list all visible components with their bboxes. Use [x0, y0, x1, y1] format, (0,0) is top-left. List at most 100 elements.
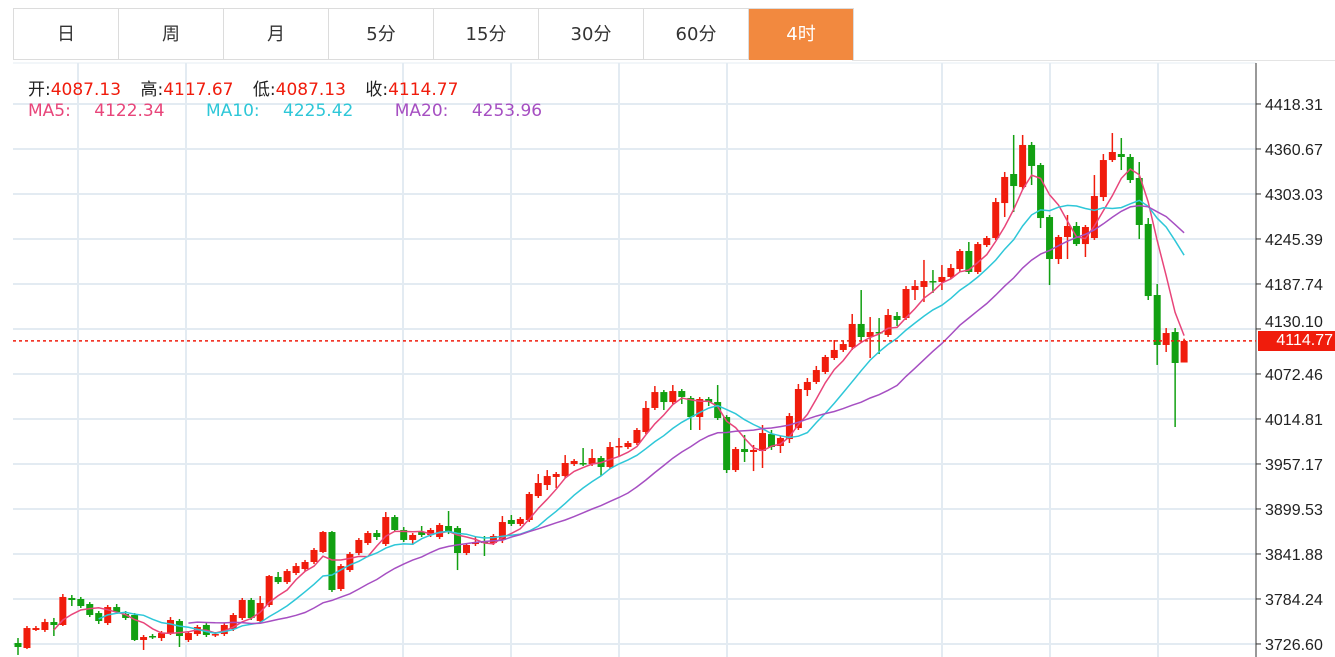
candle-body [184, 633, 192, 640]
candle [436, 523, 444, 540]
candle-body [1063, 226, 1071, 238]
ma5-line [53, 168, 1185, 635]
y-tick-label: 3899.53 [1265, 502, 1323, 519]
candle-body [911, 286, 919, 291]
tab-4hour[interactable]: 4时 [749, 9, 854, 60]
high-value: 4117.67 [163, 80, 234, 100]
candle [310, 548, 318, 565]
candle [41, 618, 49, 632]
candle-body [785, 416, 793, 440]
tab-5min[interactable]: 5分 [329, 9, 434, 60]
candle-body [292, 566, 300, 574]
candle [1081, 224, 1089, 257]
candle [319, 531, 327, 554]
candle-body [759, 433, 767, 451]
candle-body [382, 517, 390, 545]
candle-body [122, 613, 130, 618]
candle-body [1144, 223, 1152, 297]
candle-body [50, 622, 58, 625]
candle-body [1001, 176, 1009, 204]
candle [23, 626, 31, 650]
ma5-readout: MA5: 4122.34 [28, 101, 183, 121]
candle [14, 638, 22, 655]
candle-body [77, 598, 85, 607]
candle [696, 397, 704, 430]
candle-body [355, 539, 363, 554]
candle [1117, 138, 1125, 171]
candle-body [265, 576, 273, 606]
candle [59, 594, 67, 627]
candle-body [767, 434, 775, 448]
candle-body [319, 532, 327, 553]
candle [651, 386, 659, 411]
candle [534, 474, 542, 498]
tab-60min[interactable]: 60分 [644, 9, 749, 60]
candle-body [436, 524, 444, 538]
candle-body [158, 633, 166, 639]
candle [750, 444, 758, 472]
candle [687, 396, 695, 430]
candle-body [956, 250, 964, 270]
ma5-value: 4122.34 [94, 101, 165, 121]
candle [1001, 171, 1009, 218]
moving-averages [53, 168, 1185, 635]
candle-body [776, 438, 784, 446]
candle-body [1153, 295, 1161, 345]
candle-body [283, 571, 291, 583]
candle [283, 569, 291, 585]
candle-body [947, 267, 955, 277]
candle-body [1117, 154, 1125, 157]
y-tick-label: 4130.10 [1265, 314, 1323, 331]
candle [131, 613, 139, 641]
low-label: 低: [252, 80, 276, 100]
candle [974, 242, 982, 275]
candle-body [346, 554, 354, 571]
candle [220, 623, 228, 637]
candle [884, 308, 892, 338]
candle [1037, 163, 1045, 229]
candle-body [633, 429, 641, 444]
candles [14, 133, 1188, 655]
candle [857, 290, 865, 343]
candle [552, 471, 560, 488]
candle-body [543, 476, 551, 486]
candle-body [839, 344, 847, 350]
candle-body [588, 458, 596, 465]
candle-body [59, 596, 67, 625]
candle [346, 552, 354, 572]
candle [409, 533, 417, 545]
candle-body [525, 493, 533, 520]
candle [328, 531, 336, 592]
candle-body [301, 561, 309, 570]
candle-body [902, 288, 910, 319]
candle [642, 401, 650, 435]
candle-body [1162, 333, 1170, 345]
tab-15min[interactable]: 15分 [434, 9, 539, 60]
candle-body [615, 445, 623, 448]
tab-month[interactable]: 月 [224, 9, 329, 60]
candle [382, 512, 390, 546]
candle [561, 455, 569, 478]
candle-body [866, 332, 874, 338]
candle-body [678, 391, 686, 397]
tab-30min[interactable]: 30分 [539, 9, 644, 60]
tab-day[interactable]: 日 [14, 9, 119, 60]
candle [1180, 338, 1188, 363]
candle [660, 390, 668, 411]
candle-body [669, 391, 677, 403]
grid [13, 62, 1256, 657]
candle-body [1072, 226, 1080, 245]
candle-body [534, 482, 542, 497]
candle-body [418, 532, 426, 535]
tab-week[interactable]: 周 [119, 9, 224, 60]
candle-body [409, 534, 417, 540]
candle [938, 265, 946, 291]
candle-body [624, 443, 632, 448]
ma10-line [98, 199, 1185, 634]
candle [77, 596, 85, 608]
candle-body [337, 566, 345, 590]
candle [992, 197, 1000, 240]
candle [732, 447, 740, 472]
candle-body [373, 533, 381, 538]
